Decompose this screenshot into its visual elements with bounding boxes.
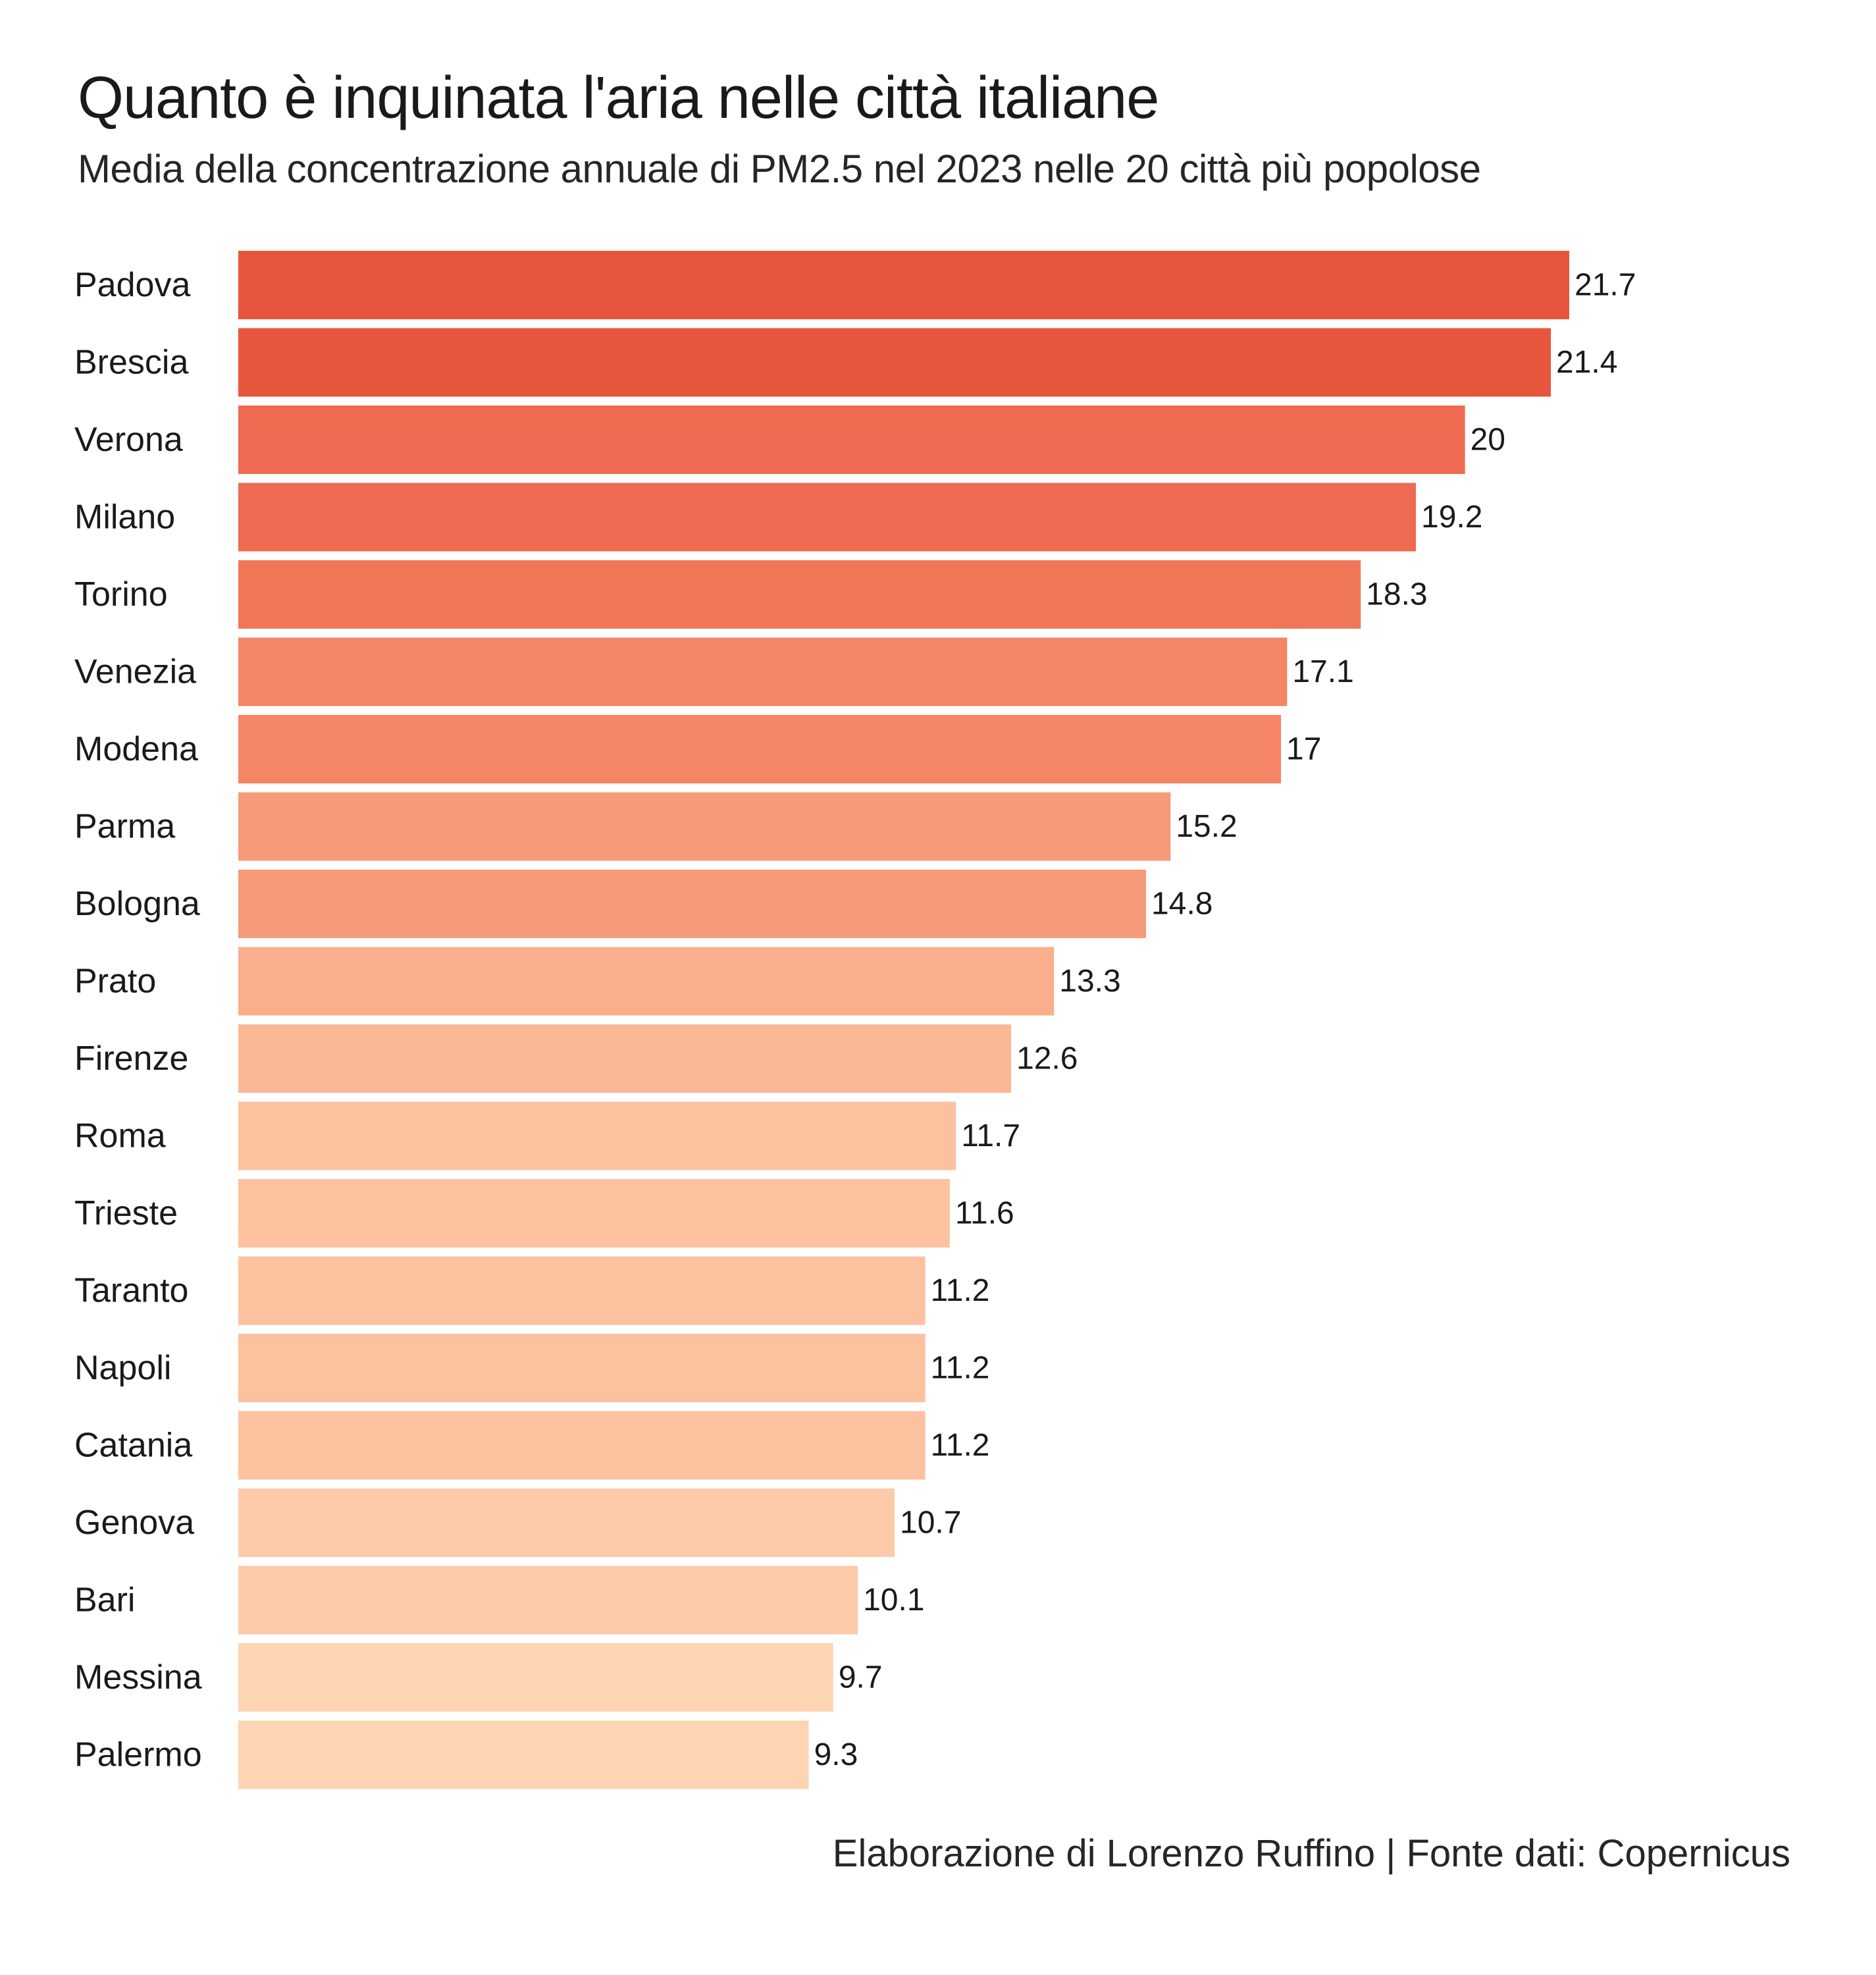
bar — [238, 1256, 925, 1325]
chart-subtitle: Media della concentrazione annuale di PM… — [78, 147, 1481, 191]
value-label: 19.2 — [1421, 500, 1482, 535]
bar-row: Firenze 12.6 — [74, 1024, 1078, 1093]
value-label: 10.7 — [900, 1506, 961, 1540]
bar — [238, 792, 1171, 861]
bar — [238, 406, 1465, 474]
value-label: 18.3 — [1366, 577, 1427, 612]
bar — [238, 1101, 956, 1171]
category-label: Firenze — [74, 1040, 188, 1078]
bar-row: Taranto 11.2 — [74, 1256, 990, 1325]
category-label: Venezia — [74, 653, 196, 691]
bar — [238, 637, 1288, 706]
bar-row: Brescia 21.4 — [74, 328, 1617, 397]
category-label: Trieste — [74, 1194, 178, 1232]
value-label: 11.6 — [955, 1196, 1014, 1231]
category-label: Genova — [74, 1504, 194, 1542]
value-label: 11.2 — [931, 1351, 990, 1386]
value-label: 14.8 — [1151, 887, 1212, 922]
bar-row: Roma 11.7 — [74, 1101, 1020, 1171]
bar-row: Venezia 17.1 — [74, 637, 1354, 706]
bar-row: Messina 9.7 — [74, 1643, 883, 1712]
bar — [238, 560, 1361, 629]
bar — [238, 483, 1417, 552]
value-label: 17.1 — [1292, 654, 1353, 689]
category-label: Padova — [74, 266, 190, 304]
bar — [238, 1334, 925, 1402]
bar — [238, 1024, 1012, 1093]
bar-row: Parma 15.2 — [74, 792, 1238, 861]
bar — [238, 328, 1551, 397]
value-label: 21.7 — [1575, 268, 1636, 303]
bar-row: Palermo 9.3 — [74, 1720, 858, 1789]
value-label: 13.3 — [1059, 964, 1120, 999]
category-label: Torino — [74, 575, 168, 614]
category-label: Prato — [74, 962, 156, 1001]
category-label: Bari — [74, 1581, 135, 1620]
category-label: Modena — [74, 730, 198, 768]
bar-row: Genova 10.7 — [74, 1488, 961, 1557]
category-label: Bologna — [74, 885, 200, 923]
category-label: Parma — [74, 808, 175, 846]
bar — [238, 1411, 925, 1480]
bar — [238, 947, 1055, 1016]
bar-row: Padova 21.7 — [74, 251, 1636, 319]
bar — [238, 1643, 833, 1712]
bar — [238, 1488, 895, 1557]
bar — [238, 1566, 858, 1635]
bar-row: Prato 13.3 — [74, 947, 1121, 1016]
chart-title: Quanto è inquinata l'aria nelle città it… — [78, 65, 1159, 131]
category-label: Napoli — [74, 1349, 171, 1387]
category-label: Verona — [74, 421, 183, 459]
bar-row: Bari 10.1 — [74, 1566, 925, 1635]
category-label: Taranto — [74, 1272, 188, 1310]
bar-row: Torino 18.3 — [74, 560, 1428, 629]
value-label: 10.1 — [863, 1583, 924, 1618]
value-label: 12.6 — [1016, 1041, 1078, 1076]
bar-row: Napoli 11.2 — [74, 1334, 989, 1402]
value-label: 11.7 — [961, 1119, 1020, 1153]
bar-row: Trieste 11.6 — [74, 1179, 1014, 1248]
bar-row: Verona 20 — [74, 406, 1505, 474]
value-label: 15.2 — [1176, 809, 1237, 844]
category-label: Roma — [74, 1117, 166, 1155]
bar — [238, 870, 1147, 938]
value-label: 11.2 — [931, 1428, 990, 1463]
category-label: Palermo — [74, 1736, 202, 1774]
bar-row: Milano 19.2 — [74, 483, 1482, 552]
value-label: 17 — [1286, 732, 1321, 767]
source-caption: Elaborazione di Lorenzo Ruffino | Fonte … — [832, 1832, 1790, 1875]
bar-row: Catania 11.2 — [74, 1411, 989, 1480]
bar — [238, 1179, 950, 1248]
value-label: 9.7 — [839, 1660, 883, 1695]
value-label: 11.2 — [931, 1273, 990, 1308]
value-label: 21.4 — [1556, 345, 1617, 380]
value-label: 20 — [1471, 423, 1505, 458]
bar — [238, 715, 1282, 783]
bar-row: Modena 17 — [74, 715, 1321, 783]
category-label: Catania — [74, 1427, 192, 1465]
category-label: Milano — [74, 498, 175, 537]
category-label: Messina — [74, 1658, 202, 1697]
bar — [238, 1720, 809, 1789]
value-label: 9.3 — [814, 1737, 858, 1772]
category-label: Brescia — [74, 344, 188, 382]
bar — [238, 251, 1569, 319]
bar-row: Bologna 14.8 — [74, 870, 1212, 938]
